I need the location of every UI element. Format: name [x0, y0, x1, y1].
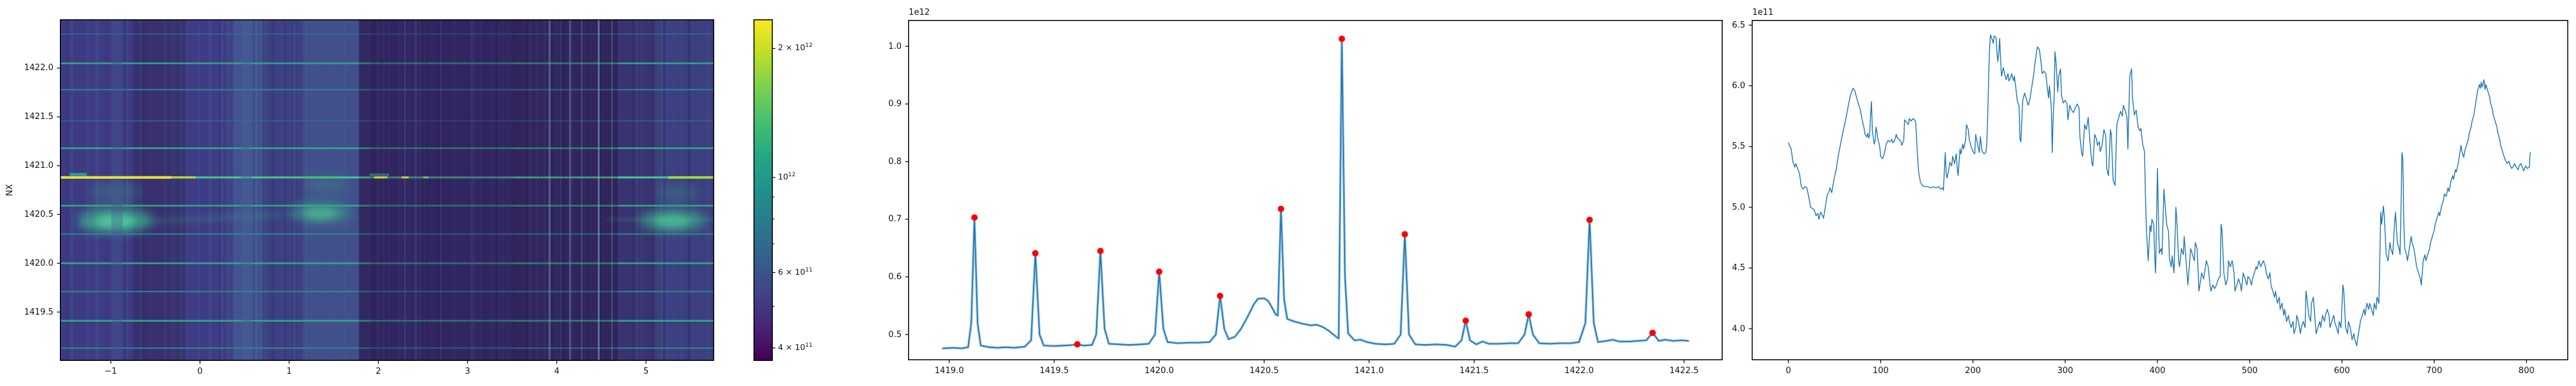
colorbar-tick-label: 1012 [778, 171, 796, 181]
peak-marker [1156, 268, 1163, 275]
peak-marker [1278, 205, 1285, 212]
heatmap-y-tick: 1420.5 [24, 209, 54, 219]
spectrum-peaks-panel-x-tick: 1421.5 [1459, 366, 1489, 376]
peak-marker [1097, 248, 1104, 255]
heatmap-y-axis-label: NX [5, 184, 15, 196]
middle-plot-offset-label: 1e12 [909, 8, 930, 17]
heatmap-y-tick: 1420.0 [24, 258, 54, 268]
timeseries-panel-y-tick: 4.5 [1732, 263, 1745, 273]
peak-marker [1074, 341, 1081, 348]
colorbar-tick-label: 2 × 1012 [778, 42, 813, 53]
right-plot-offset-label: 1e11 [1752, 8, 1774, 17]
timeseries-panel-x-tick: 100 [1872, 366, 1889, 376]
heatmap-x-tick: −1 [104, 367, 117, 376]
peak-marker [1401, 231, 1408, 238]
peak-marker [1462, 317, 1469, 324]
heatmap-y-tick: 1419.5 [24, 307, 54, 317]
spectrum-peaks-panel-y-tick: 1.0 [888, 41, 902, 51]
spectrum-peaks-panel-x-tick: 1422.0 [1564, 366, 1594, 376]
timeseries-panel-x-tick: 600 [2334, 366, 2350, 376]
spectrum-peaks-panel-y-tick: 0.8 [888, 156, 902, 167]
peak-marker [1217, 292, 1224, 299]
timeseries-panel [1748, 20, 2568, 363]
heatmap-panel [57, 19, 714, 364]
peak-marker [1525, 311, 1532, 318]
timeseries-panel-x-tick: 0 [1785, 366, 1792, 376]
peak-marker [1649, 329, 1656, 336]
heatmap-y-tick: 1421.5 [24, 112, 54, 122]
spectrum-peaks-panel-x-tick: 1419.0 [934, 366, 964, 376]
spectrum-peaks-panel-x-tick: 1420.0 [1144, 366, 1174, 376]
colorbar [753, 19, 775, 361]
heatmap-x-tick: 0 [197, 367, 203, 376]
heatmap-x-tick: 2 [375, 367, 381, 376]
heatmap-x-tick: 5 [643, 367, 649, 376]
spectrum-peaks-panel-y-tick: 0.6 [888, 271, 902, 282]
spectrum-peaks-panel-y-tick: 0.7 [888, 214, 902, 225]
spectrum-peaks-panel-x-tick: 1419.5 [1039, 366, 1069, 376]
peak-marker [1032, 250, 1039, 257]
peak-marker [1338, 35, 1345, 42]
colorbar-tick-label: 6 × 1011 [778, 266, 813, 277]
timeseries-panel-x-tick: 700 [2426, 366, 2443, 376]
timeseries-panel-y-tick: 6.5 [1732, 20, 1745, 30]
peak-marker [971, 214, 978, 221]
spectrum-peaks-panel [905, 20, 1723, 363]
timeseries-panel-x-tick: 400 [2149, 366, 2166, 376]
timeseries-panel-x-tick: 800 [2518, 366, 2535, 376]
heatmap-y-tick: 1422.0 [24, 63, 54, 73]
timeseries-panel-x-tick: 200 [1965, 366, 1981, 376]
peak-marker [1586, 216, 1593, 223]
spectrum-peaks-panel-y-tick: 0.9 [888, 99, 902, 109]
timeseries-panel-x-tick: 500 [2241, 366, 2258, 376]
spectrum-peaks-panel-x-tick: 1422.5 [1669, 366, 1699, 376]
heatmap-x-tick: 3 [464, 367, 471, 376]
heatmap-y-tick: 1421.0 [24, 161, 54, 171]
timeseries-panel-x-tick: 300 [2057, 366, 2074, 376]
spectrum-peaks-panel-x-tick: 1420.5 [1249, 366, 1279, 376]
timeseries-panel-y-tick: 4.0 [1732, 324, 1745, 334]
colorbar-tick-label: 4 × 1011 [778, 342, 813, 352]
spectrum-peaks-panel-x-tick: 1421.0 [1354, 366, 1384, 376]
heatmap-x-tick: 4 [554, 367, 560, 376]
spectrum-peaks-panel-y-tick: 0.5 [888, 329, 902, 340]
timeseries-panel-y-tick: 5.5 [1732, 142, 1745, 152]
timeseries-panel-y-tick: 6.0 [1732, 80, 1745, 91]
timeseries-panel-y-tick: 5.0 [1732, 202, 1745, 212]
heatmap-x-tick: 1 [286, 367, 292, 376]
